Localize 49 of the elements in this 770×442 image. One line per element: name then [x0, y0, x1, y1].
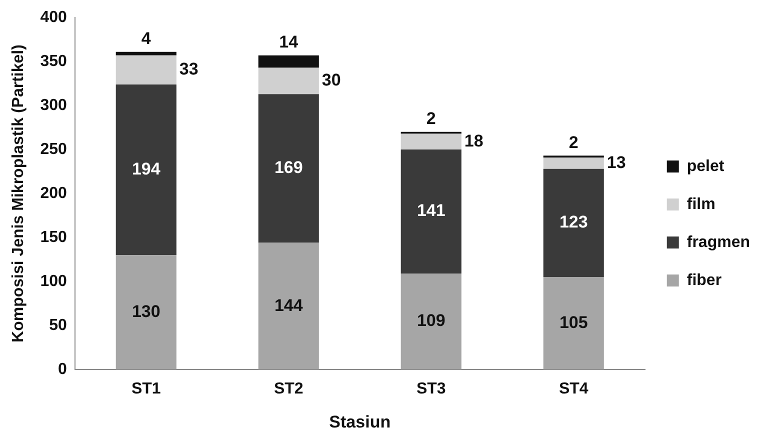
data-label: 30	[322, 70, 341, 90]
legend-label: fiber	[686, 272, 722, 289]
bar	[543, 168, 604, 278]
data-label: 123	[559, 212, 588, 232]
data-label: 194	[132, 159, 161, 178]
x-tick-label: ST3	[416, 380, 446, 398]
bar	[258, 242, 319, 370]
x-tick-label: ST1	[131, 380, 161, 398]
bar	[258, 68, 319, 94]
bar	[116, 52, 176, 56]
data-label: 105	[559, 312, 588, 332]
bar	[116, 84, 176, 256]
y-axis-title: Komposisi Jenis Mikroplastik (Partikel)	[10, 44, 28, 342]
bar	[400, 274, 462, 370]
x-tick-label: ST4	[558, 380, 588, 398]
data-label: 109	[416, 311, 446, 330]
y-tick-label: 50	[49, 316, 67, 334]
data-label: 4	[141, 29, 152, 48]
data-label: 2	[568, 132, 578, 152]
y-tick-label: 300	[40, 96, 67, 114]
data-label: 130	[132, 302, 160, 321]
y-tick-label: 100	[40, 272, 67, 290]
data-label: 13	[606, 152, 626, 172]
legend-label: fragmen	[686, 234, 750, 251]
bar	[543, 277, 604, 370]
bar	[258, 94, 319, 243]
bar	[258, 55, 319, 68]
legend-label: pelet	[686, 158, 725, 175]
bar	[543, 157, 604, 169]
x-tick-label: ST2	[274, 380, 304, 398]
y-tick-label: 150	[40, 228, 67, 246]
legend-label: film	[686, 196, 716, 213]
bar	[400, 134, 462, 150]
data-label: 18	[464, 131, 484, 150]
y-tick-label: 250	[40, 140, 67, 158]
data-label: 144	[274, 296, 304, 315]
x-axis-title: Stasiun	[329, 412, 391, 432]
y-tick-label: 400	[40, 9, 67, 26]
y-tick-label: 350	[40, 52, 67, 70]
data-label: 2	[426, 109, 436, 128]
data-label: 33	[179, 60, 198, 79]
data-label: 141	[416, 201, 446, 220]
data-label: 169	[274, 158, 303, 178]
data-label: 14	[279, 32, 299, 52]
y-tick-label: 0	[58, 360, 67, 378]
bar	[400, 150, 462, 274]
y-tick-label: 200	[40, 184, 67, 202]
bar	[116, 255, 176, 370]
bar	[116, 55, 176, 84]
